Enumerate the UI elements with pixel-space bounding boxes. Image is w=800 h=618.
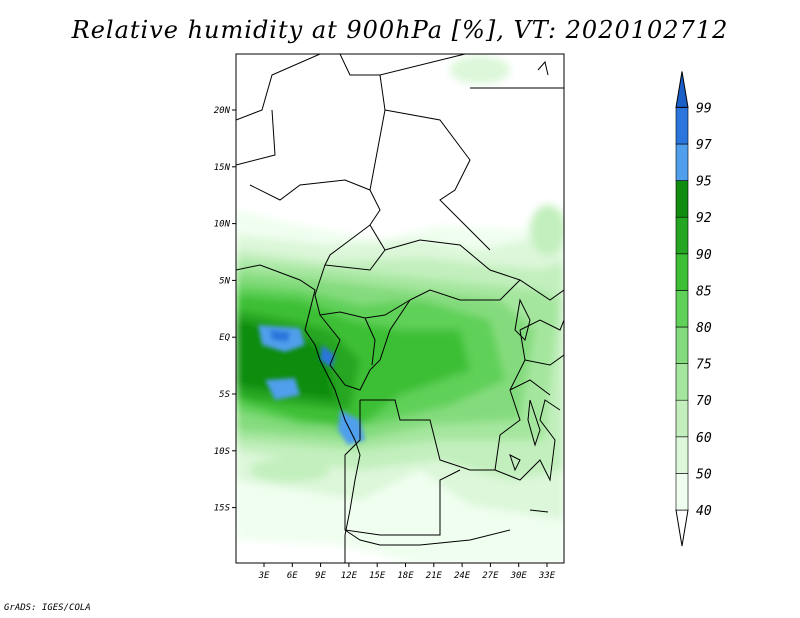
- colorbar-segment: [675, 326, 689, 364]
- colorbar-segment: [675, 436, 689, 474]
- country-borders: [236, 54, 564, 563]
- lat-label: 10S: [214, 447, 231, 457]
- colorbar-segment: [675, 363, 689, 401]
- humidity-peaks: [258, 325, 365, 445]
- colorbar-label: 80: [696, 321, 712, 336]
- credit-label: GrADS: IGES/COLA: [4, 603, 91, 613]
- map-title: Relative humidity at 900hPa [%], VT: 202…: [71, 16, 729, 44]
- colorbar-label: 95: [696, 175, 712, 190]
- lon-label: 12E: [341, 571, 358, 581]
- lon-label: 33E: [538, 571, 556, 581]
- lat-label: 10N: [214, 220, 231, 230]
- colorbar-label: 99: [696, 101, 712, 116]
- colorbar-upper-arrow: [675, 71, 689, 108]
- lat-label: 5N: [219, 276, 230, 286]
- colorbar-segment: [675, 399, 689, 438]
- lat-label: EQ: [219, 333, 230, 343]
- lon-label: 24E: [454, 571, 471, 581]
- colorbar-segment: [675, 107, 689, 145]
- lat-label: 20N: [214, 106, 231, 116]
- colorbar-label: 50: [696, 467, 712, 482]
- colorbar-label: 90: [696, 248, 712, 263]
- longitude-axis: 3E 6E 9E 12E 15E 18E 21E 24E 27E 30E 33E: [258, 563, 556, 581]
- lon-label: 9E: [315, 571, 326, 581]
- lat-label: 15N: [214, 163, 231, 173]
- colorbar-lower-arrow: [675, 509, 689, 547]
- map-frame: [235, 53, 565, 564]
- colorbar-segment: [675, 180, 689, 218]
- colorbar-segment: [675, 216, 689, 255]
- colorbar-segment: [675, 290, 689, 328]
- colorbar-segment: [675, 143, 689, 181]
- lon-label: 15E: [369, 571, 386, 581]
- lon-label: 18E: [397, 571, 414, 581]
- colorbar-label: 70: [696, 394, 712, 409]
- lon-label: 21E: [426, 571, 443, 581]
- colorbar-label: 40: [696, 504, 712, 519]
- colorbar-label: 75: [696, 358, 712, 373]
- colorbar-segment: [675, 473, 689, 511]
- humidity-field: [236, 56, 564, 563]
- lon-label: 3E: [258, 571, 270, 581]
- latitude-axis: 20N 15N 10N 5N EQ 5S 10S 15S: [214, 106, 236, 514]
- colorbar-label: 92: [696, 211, 712, 226]
- lat-label: 15S: [214, 504, 231, 514]
- lon-label: 6E: [287, 571, 298, 581]
- lon-label: 30E: [510, 571, 528, 581]
- colorbar-segment: [675, 253, 689, 291]
- humidity-shading: [236, 56, 564, 563]
- colorbar-label: 60: [696, 431, 712, 446]
- colorbar: 40 50 60 70 75 80 85 90 92 95 97 99: [675, 71, 712, 547]
- lon-label: 27E: [482, 571, 499, 581]
- colorbar-label: 85: [696, 284, 712, 299]
- lat-label: 5S: [219, 390, 230, 400]
- colorbar-label: 97: [696, 138, 712, 153]
